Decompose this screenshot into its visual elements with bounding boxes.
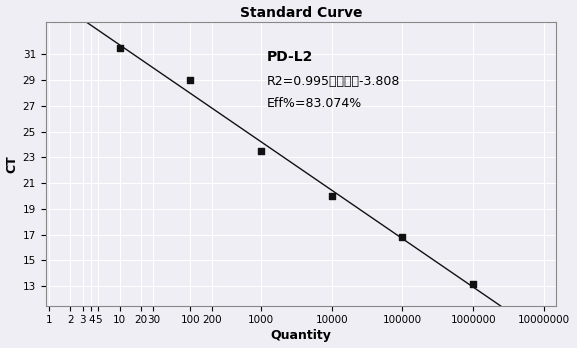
Text: PD-L2: PD-L2	[267, 50, 313, 64]
Y-axis label: CT: CT	[6, 155, 18, 173]
Point	[256, 148, 265, 154]
X-axis label: Quantity: Quantity	[271, 330, 331, 342]
Text: Eff%=83.074%: Eff%=83.074%	[267, 97, 362, 110]
Point	[327, 193, 336, 199]
Point	[115, 45, 124, 51]
Point	[469, 281, 478, 286]
Point	[398, 235, 407, 240]
Text: R2=0.995，斜率为-3.808: R2=0.995，斜率为-3.808	[267, 75, 400, 88]
Title: Standard Curve: Standard Curve	[239, 6, 362, 19]
Point	[186, 77, 195, 83]
